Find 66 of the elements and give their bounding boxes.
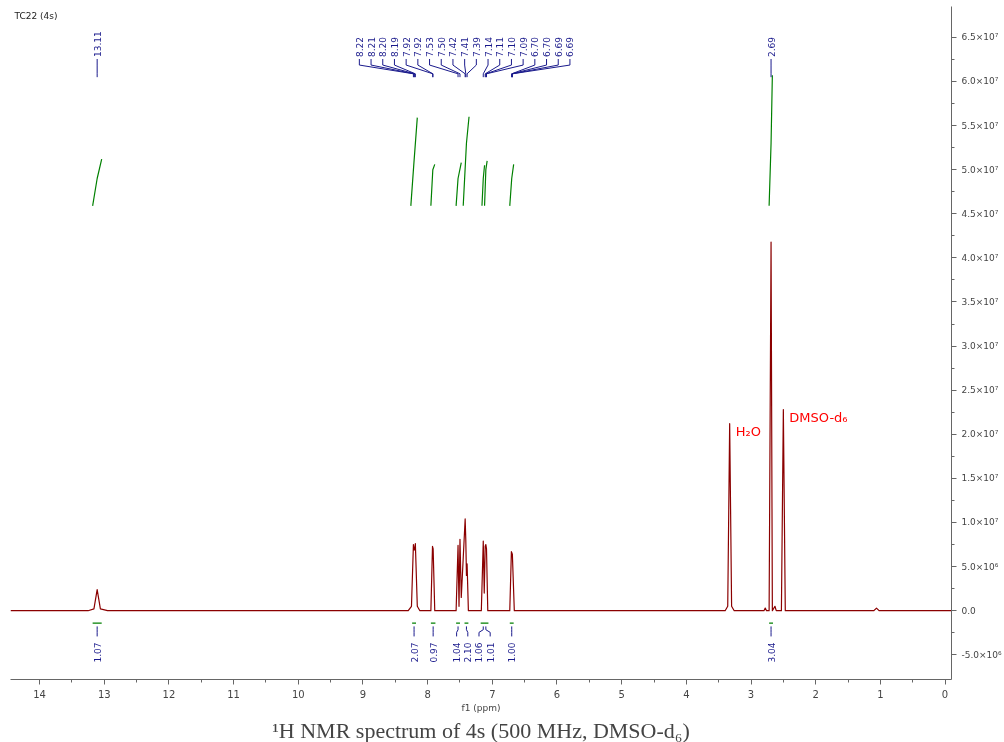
text: ¹H NMR spectrum of 4s (500 MHz, DMSO-d₆) xyxy=(272,717,690,742)
y-tick-label: 4.0×10⁷ xyxy=(961,252,999,263)
annotation: 8.19 xyxy=(389,36,400,57)
x-tick-label: 6 xyxy=(553,688,561,700)
y-tick-label: 1.5×10⁷ xyxy=(961,473,999,484)
x-tick-label: 0 xyxy=(941,688,949,700)
annotation: 7.14 xyxy=(483,36,494,57)
y-tick-label: 6.5×10⁷ xyxy=(961,32,999,43)
annotation: 6.70 xyxy=(530,36,541,57)
x-tick-label: 2 xyxy=(812,688,819,700)
x-tick-label: 13 xyxy=(97,688,111,700)
y-tick-label: 5.0×10⁷ xyxy=(961,164,999,175)
annotation: 3.04 xyxy=(766,642,777,663)
annotation: 7.11 xyxy=(495,36,506,57)
annotation: 8.21 xyxy=(366,36,377,57)
annotation: 8.20 xyxy=(378,36,389,57)
x-axis-title: f1 (ppm) xyxy=(461,702,501,713)
annotation: 1.00 xyxy=(507,642,518,663)
annotation: 8.22 xyxy=(354,36,365,57)
x-tick-label: 1 xyxy=(877,688,884,700)
annotation: DMSO-d₆ xyxy=(789,409,848,425)
y-tick-label: 1.0×10⁷ xyxy=(961,517,999,528)
annotation: 7.09 xyxy=(518,36,529,57)
annotation: H₂O xyxy=(735,423,761,439)
annotation: 13.11 xyxy=(92,31,103,57)
x-tick-label: 14 xyxy=(33,688,46,700)
annotation: 7.92 xyxy=(401,36,412,57)
annotation: 7.41 xyxy=(460,36,471,57)
annotation: 1.07 xyxy=(92,642,103,663)
annotation: 1.01 xyxy=(485,642,496,663)
x-tick-label: 4 xyxy=(683,688,690,700)
y-tick-label: 6.0×10⁷ xyxy=(961,76,999,87)
annotation: 1.06 xyxy=(474,642,485,663)
y-tick-label: 3.0×10⁷ xyxy=(961,341,999,352)
y-tick-label: 5.5×10⁷ xyxy=(961,120,999,131)
y-tick-label: 0.0 xyxy=(961,605,977,616)
x-tick-label: 3 xyxy=(747,688,755,700)
annotation: 7.42 xyxy=(448,36,459,57)
annotation: 6.69 xyxy=(565,36,576,57)
x-tick-label: 12 xyxy=(162,688,176,700)
y-tick-label: -5.0×10⁶ xyxy=(961,649,1003,660)
annotation: 2.10 xyxy=(463,642,474,663)
line-series xyxy=(10,241,952,612)
x-tick-label: 8 xyxy=(424,688,431,700)
annotation: 7.92 xyxy=(413,36,424,57)
annotation: 2.69 xyxy=(766,36,777,57)
y-tick-label: 3.5×10⁷ xyxy=(961,296,999,307)
annotation: 7.39 xyxy=(471,36,482,57)
annotation: 7.50 xyxy=(436,36,447,57)
annotation: 0.97 xyxy=(428,642,439,663)
x-tick-label: 10 xyxy=(291,688,305,700)
text: TC22 (4s) xyxy=(13,10,58,21)
y-tick-label: 2.0×10⁷ xyxy=(961,429,999,440)
y-tick-label: 4.5×10⁷ xyxy=(961,208,999,219)
annotation: 2.07 xyxy=(409,642,420,663)
x-tick-label: 9 xyxy=(359,688,367,700)
x-tick-label: 11 xyxy=(227,688,240,700)
x-tick-label: 5 xyxy=(618,688,625,700)
annotation: 7.10 xyxy=(506,36,517,57)
annotation: 1.04 xyxy=(452,642,463,663)
annotation: 7.53 xyxy=(425,36,436,57)
y-tick-label: 5.0×10⁶ xyxy=(961,561,999,572)
x-tick-label: 7 xyxy=(489,688,496,700)
annotation: 6.69 xyxy=(553,36,564,57)
y-tick-label: 2.5×10⁷ xyxy=(961,385,999,396)
annotation: 6.70 xyxy=(542,36,553,57)
